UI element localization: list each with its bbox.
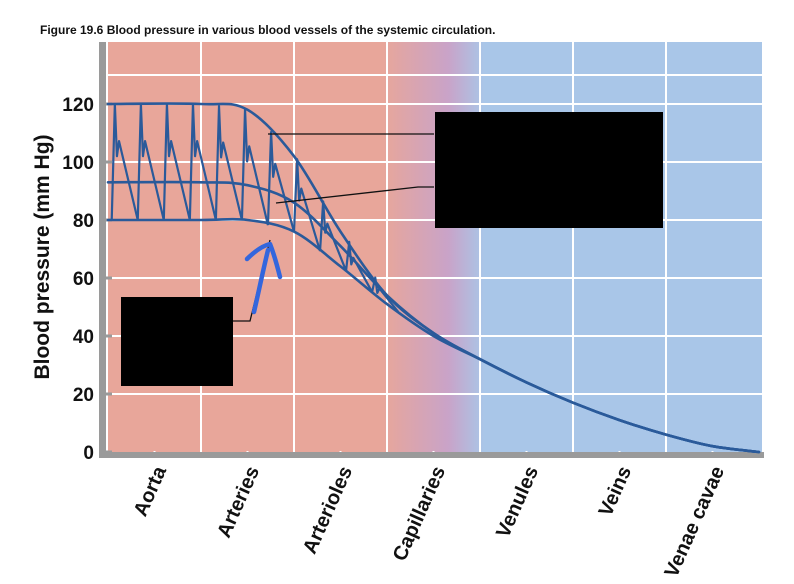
hand-drawn-arrow: [244, 241, 283, 315]
y-tick-label: 60: [73, 269, 94, 290]
pulse-wave: [188, 102, 217, 221]
y-tick-label: 20: [73, 385, 94, 406]
y-tick-labels: 0 20 40 60 80 100 120: [62, 95, 94, 464]
pulse-wave: [136, 102, 165, 221]
pulse-wave: [266, 130, 296, 232]
leader-line: [275, 186, 434, 204]
y-axis-line: [99, 42, 106, 458]
y-tick-label: 80: [73, 211, 94, 232]
pressure-curve: [106, 217, 761, 454]
pulse-wave: [214, 104, 243, 221]
figure-title: Figure 19.6 Blood pressure in various bl…: [40, 23, 496, 37]
x-tick-labels: Aorta Arteries Arterioles Capillaries Venule…: [130, 462, 729, 580]
x-tick-label: Capillaries: [389, 463, 450, 564]
y-tick-label: 100: [62, 153, 94, 174]
label-redaction-box-top: [435, 112, 663, 228]
pressure-curves: [106, 102, 761, 454]
pulse-wave: [162, 102, 191, 221]
y-axis-label: Blood pressure (mm Hg): [31, 134, 54, 379]
label-redaction-box-left: [121, 297, 233, 386]
x-axis-line: [99, 452, 764, 458]
pulse-wave: [240, 108, 270, 226]
x-tick-label: Veins: [595, 463, 636, 520]
x-tick-label: Arterioles: [299, 463, 357, 557]
x-tick-label: Arteries: [213, 463, 264, 541]
x-tick-label: Aorta: [130, 462, 172, 519]
pulse-wave: [344, 240, 374, 293]
x-tick-label: Venules: [492, 463, 543, 541]
x-tick-label: Venae cavae: [661, 463, 729, 581]
y-tick-label: 40: [73, 327, 94, 348]
y-tick-label: 120: [62, 95, 94, 116]
y-tick-label: 0: [83, 443, 94, 464]
pulse-wave: [110, 102, 139, 221]
